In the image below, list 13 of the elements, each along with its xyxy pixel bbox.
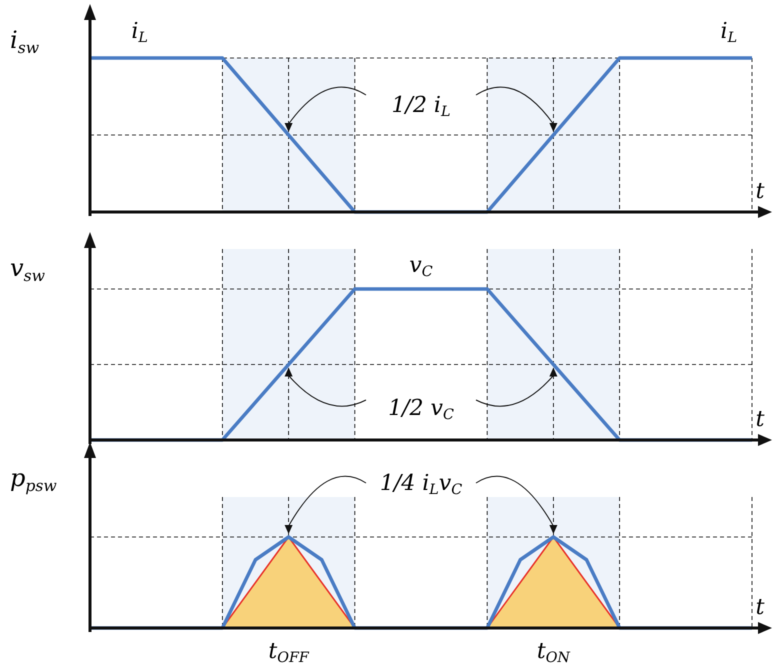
text: i$_{L}$ — [720, 19, 738, 46]
text: i$_{L}$ — [131, 19, 148, 46]
y-axis-title: i$_{sw}$ — [10, 26, 40, 57]
x-axis-title: t — [756, 595, 765, 620]
x-tick-label: t$_{ON}$ — [536, 639, 570, 666]
x-axis-title: t — [756, 179, 765, 204]
text: 1/4 i$_{L}$v$_{C}$ — [380, 471, 462, 498]
x-tick-label: t$_{OFF}$ — [268, 639, 310, 666]
annotation: 1/2 i$_{L}$ — [392, 93, 450, 120]
x-axis-title: t — [756, 407, 765, 432]
y-axis-title: v$_{sw}$ — [10, 254, 46, 285]
annotation: 1/2 v$_{C}$ — [388, 396, 454, 424]
text: v$_{C}$ — [409, 253, 433, 280]
